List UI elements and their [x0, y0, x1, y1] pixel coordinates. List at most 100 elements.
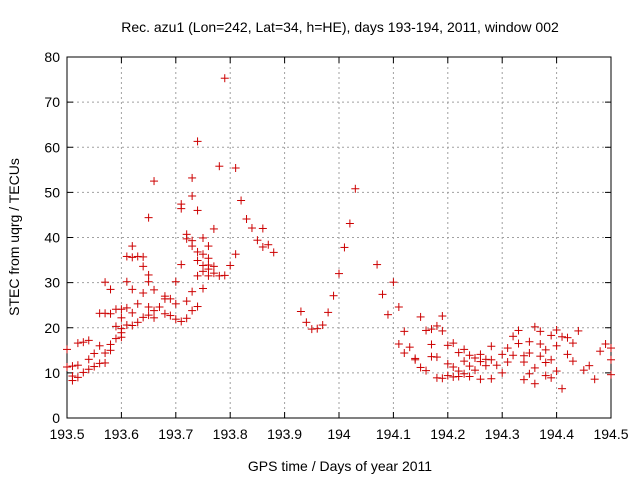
data-point [568, 339, 577, 348]
data-point [111, 334, 120, 343]
data-point [220, 74, 229, 83]
data-point [128, 308, 137, 317]
data-point [378, 290, 387, 299]
data-point [519, 375, 528, 384]
data-point [487, 342, 496, 351]
y-axis-label: STEC from uqrg / TECUs [6, 158, 22, 316]
data-point [422, 326, 431, 335]
data-point [237, 196, 246, 205]
data-point [487, 374, 496, 383]
data-point [253, 236, 262, 245]
data-point [443, 341, 452, 350]
data-point [324, 308, 333, 317]
data-point [101, 278, 110, 287]
data-point [133, 318, 142, 327]
data-point [465, 351, 474, 360]
x-tick-label: 194.2 [430, 426, 465, 442]
data-point [144, 277, 153, 286]
data-point [438, 326, 447, 335]
data-point [128, 253, 137, 262]
data-point [73, 373, 82, 382]
data-point [258, 224, 267, 233]
data-point [90, 349, 99, 358]
data-point [422, 366, 431, 375]
data-point [530, 322, 539, 331]
chart-title: Rec. azu1 (Lon=242, Lat=34, h=HE), days … [121, 19, 559, 35]
data-point [498, 350, 507, 359]
data-point [530, 379, 539, 388]
data-point [73, 361, 82, 370]
y-tick-label: 20 [44, 320, 60, 336]
data-point [525, 369, 534, 378]
data-point [563, 333, 572, 342]
data-point [106, 346, 115, 355]
x-tick-label: 194.5 [593, 426, 628, 442]
data-point [579, 366, 588, 375]
data-point [204, 271, 213, 280]
data-point [171, 315, 180, 324]
x-tick-label: 194 [327, 426, 351, 442]
data-point [177, 317, 186, 326]
data-point [193, 137, 202, 146]
data-point [536, 327, 545, 336]
data-point [182, 230, 191, 239]
data-point [487, 355, 496, 364]
data-point [193, 302, 202, 311]
data-point [476, 357, 485, 366]
data-point [84, 336, 93, 345]
data-point [302, 318, 311, 327]
data-point [150, 306, 159, 315]
grid [67, 57, 611, 418]
data-point [133, 299, 142, 308]
data-point [139, 252, 148, 261]
data-point [117, 305, 126, 314]
data-point [188, 191, 197, 200]
data-point [427, 340, 436, 349]
y-tick-label: 50 [44, 184, 60, 200]
data-point [514, 326, 523, 335]
data-point [373, 260, 382, 269]
data-point [193, 271, 202, 280]
data-point [204, 242, 213, 251]
data-point [607, 344, 615, 353]
data-point [139, 289, 148, 298]
data-point [150, 285, 159, 294]
data-point [84, 355, 93, 364]
data-point [150, 177, 159, 186]
data-point [95, 341, 104, 350]
data-point [144, 302, 153, 311]
data-point [144, 311, 153, 320]
data-point [63, 345, 71, 354]
data-point [443, 371, 452, 380]
y-tick-label: 60 [44, 139, 60, 155]
data-point [492, 361, 501, 370]
data-point [536, 339, 545, 348]
data-point [177, 260, 186, 269]
data-point [481, 361, 490, 370]
data-point [411, 355, 420, 364]
data-point [117, 324, 126, 333]
data-point [209, 262, 218, 271]
data-point [568, 357, 577, 366]
data-point [128, 242, 137, 251]
data-point [68, 362, 77, 371]
data-point [558, 384, 567, 393]
data-point [144, 270, 153, 279]
data-point [547, 331, 556, 340]
data-point [73, 339, 82, 348]
data-point [226, 261, 235, 270]
data-point [471, 366, 479, 375]
data-point [199, 233, 207, 242]
data-point [171, 299, 180, 308]
data-point [122, 277, 131, 286]
data-point [220, 271, 229, 280]
data-point [552, 367, 561, 376]
data-points [63, 74, 615, 393]
data-point [416, 312, 425, 321]
data-point [449, 339, 458, 348]
data-point [231, 164, 240, 173]
data-point [106, 285, 115, 294]
data-point [509, 332, 518, 341]
data-point [182, 314, 191, 323]
